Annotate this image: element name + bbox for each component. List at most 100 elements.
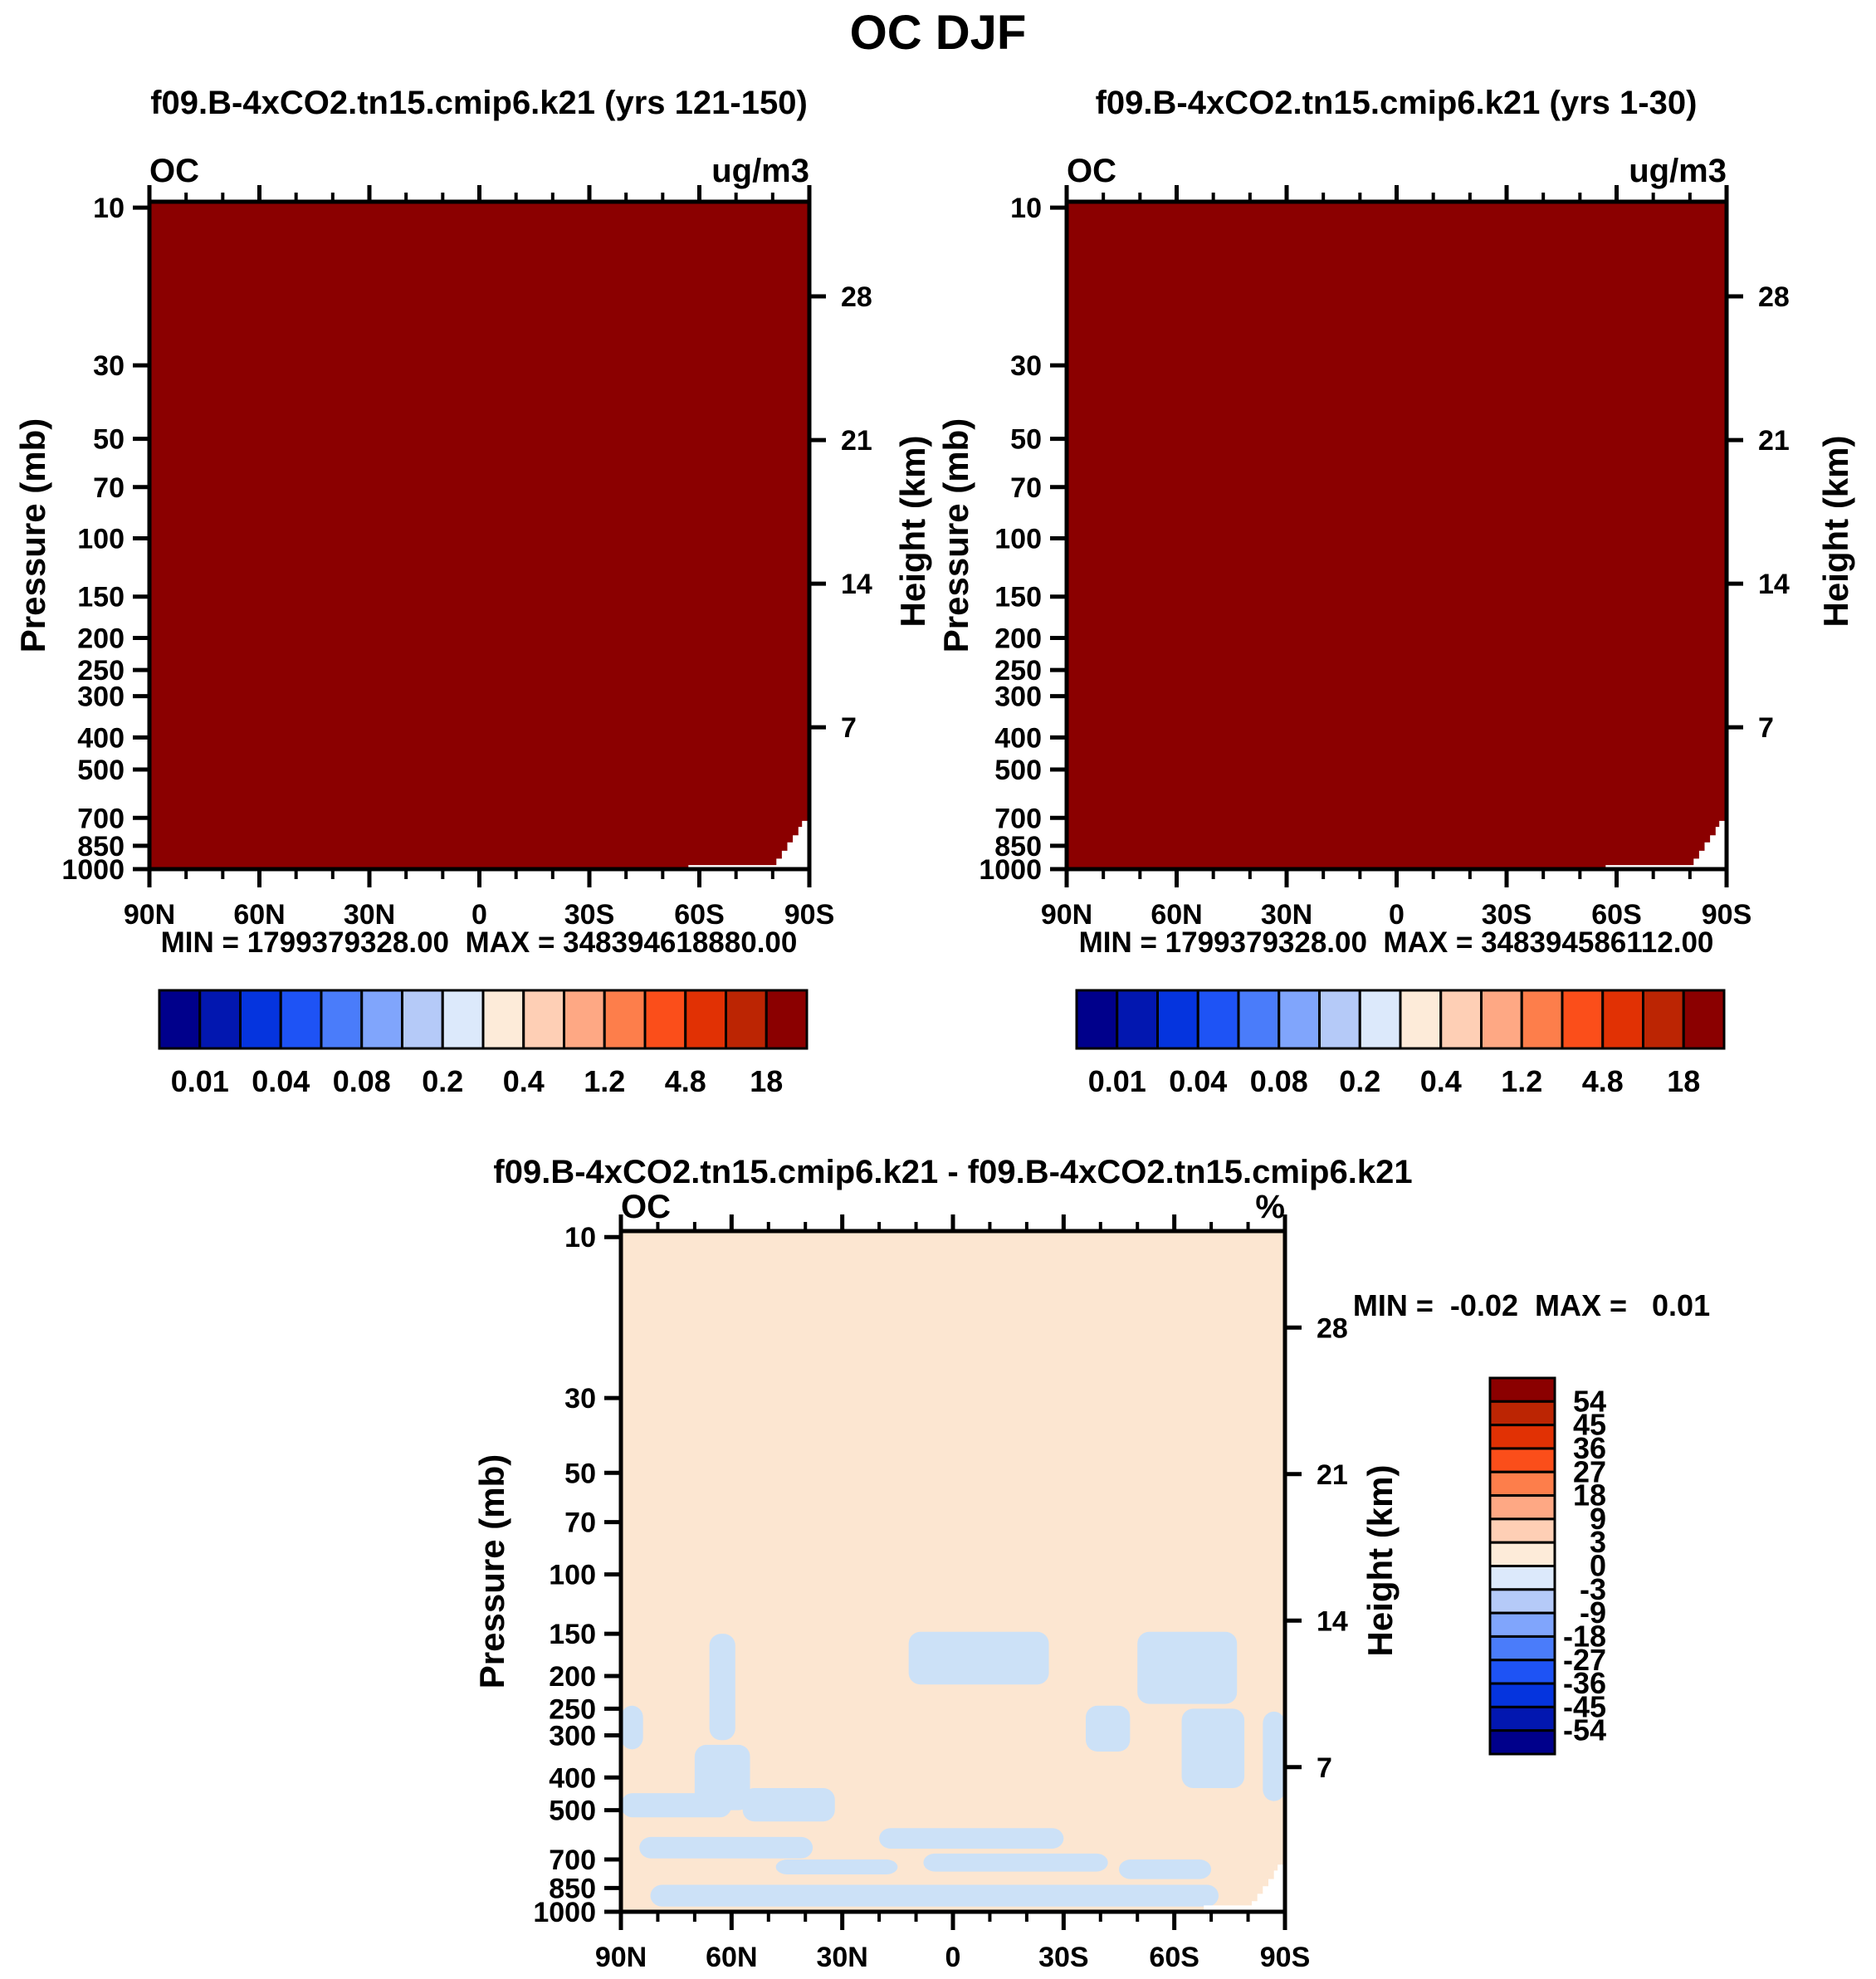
colorbar-cell [1488, 1729, 1556, 1756]
negative-anomaly-patch [879, 1828, 1064, 1849]
colorbar-cell [603, 989, 647, 1050]
pressure-tick-label: 700 [994, 803, 1042, 834]
colorbar-cell [522, 989, 565, 1050]
panel1-field-label: OC [149, 153, 199, 189]
colorbar-tick-label: 0.04 [252, 1064, 310, 1098]
colorbar-tick-label: 0.4 [503, 1064, 545, 1098]
height-tick-label: 14 [1317, 1605, 1348, 1637]
colorbar-cell [684, 989, 727, 1050]
colorbar-cell [725, 989, 768, 1050]
height-tick-label: 7 [1758, 712, 1774, 744]
negative-anomaly-patch [639, 1836, 813, 1859]
pressure-tick-label: 150 [994, 582, 1042, 613]
terrain-mask [688, 815, 809, 869]
colorbar-cell [1488, 1541, 1556, 1567]
colorbar-tick-label: 0.2 [1339, 1064, 1380, 1098]
pressure-tick-label: 30 [564, 1383, 596, 1415]
colorbar-tick-label: 1.2 [584, 1064, 625, 1098]
negative-anomaly-patch [621, 1793, 732, 1818]
pressure-tick-label: 250 [77, 655, 125, 687]
height-tick-label: 14 [841, 569, 872, 600]
colorbar-cell [1520, 989, 1564, 1050]
pressure-tick-label: 70 [564, 1507, 596, 1539]
colorbar-cell [1488, 1611, 1556, 1638]
lat-tick-label: 30N [344, 899, 395, 931]
pressure-tick-label: 500 [77, 755, 125, 786]
colorbar-tick-label: 9 [1590, 1502, 1606, 1536]
lat-tick-label: 60S [1591, 899, 1642, 931]
height-tick-label: 7 [1317, 1752, 1332, 1784]
colorbar-cell [1488, 1659, 1556, 1685]
colorbar-tick-label: 4.8 [1582, 1064, 1624, 1098]
plot-border [1064, 199, 1729, 872]
lat-tick-label: 0 [945, 1942, 961, 1973]
panel1-plot [149, 202, 809, 869]
panel2-axes: 90N 60N 30N 0 30S 60S 90S 10 30 50 70 100 150 2002503… [979, 185, 1790, 931]
lat-tick-label: 90S [784, 899, 835, 931]
height-tick-label: 28 [1317, 1312, 1348, 1344]
colorbar-tick-label: 36 [1573, 1431, 1606, 1465]
colorbar-cell [1488, 1588, 1556, 1615]
colorbar-cell [158, 989, 202, 1050]
colorbar-cell [320, 989, 364, 1050]
colorbar-cell [1237, 989, 1281, 1050]
lat-tick-label: 30S [1482, 899, 1532, 931]
pressure-tick-label: 100 [549, 1560, 596, 1591]
panel3-units-label: % [1255, 1189, 1285, 1225]
height-tick-label: 21 [841, 425, 872, 457]
pressure-tick-label: 30 [1010, 350, 1042, 382]
height-tick-label: 28 [841, 281, 872, 313]
colorbar-cell [1682, 989, 1726, 1050]
panel3-min-max-stats: MIN = -0.02 MAX = 0.01 [1352, 1288, 1711, 1322]
pressure-tick-label: 400 [549, 1762, 596, 1794]
colorbar-cell [1488, 1494, 1556, 1521]
negative-anomaly-patch [650, 1884, 1219, 1907]
terrain-mask [1605, 815, 1727, 869]
colorbar-tick-label: 54 [1573, 1384, 1606, 1418]
pressure-tick-label: 400 [77, 722, 125, 754]
panel3-plot [621, 1231, 1285, 1912]
panel3-field-label: OC [621, 1189, 671, 1225]
colorbar-tick-label: 0.08 [1250, 1064, 1308, 1098]
panel2-title: f09.B-4xCO2.tn15.cmip6.k21 (yrs 1-30) [1095, 85, 1698, 121]
colorbar-cell [441, 989, 485, 1050]
pressure-tick-label: 50 [564, 1458, 596, 1489]
colorbar-horizontal: 0.01 0.04 0.08 0.2 0.4 1.2 4.8 18 [158, 989, 809, 1098]
negative-anomaly-patch [923, 1853, 1108, 1872]
colorbar-cell [279, 989, 323, 1050]
pressure-tick-label: 70 [1010, 472, 1042, 504]
negative-anomaly-patch [709, 1634, 735, 1741]
pressure-tick-label: 850 [994, 831, 1042, 862]
pressure-tick-label: 250 [994, 655, 1042, 687]
plot-border [147, 199, 812, 872]
lat-tick-label: 60S [674, 899, 725, 931]
colorbar-cell [1642, 989, 1685, 1050]
colorbar-cell [1561, 989, 1605, 1050]
panel2-field-label: OC [1067, 153, 1116, 189]
height-tick-label: 21 [1758, 425, 1790, 457]
pressure-tick-label: 200 [994, 623, 1042, 654]
colorbar-cell [1488, 1635, 1556, 1662]
colorbar-cell [1278, 989, 1321, 1050]
pressure-tick-label: 10 [1010, 193, 1042, 224]
lat-tick-label: 90S [1260, 1942, 1311, 1973]
colorbar-cell [1399, 989, 1443, 1050]
terrain-mask [1204, 1859, 1285, 1912]
negative-anomaly-patch [1181, 1708, 1245, 1789]
pressure-tick-label: 1000 [533, 1897, 596, 1928]
panel2-plot [1067, 202, 1727, 869]
pressure-tick-label: 850 [77, 831, 125, 862]
contour-fill-max [1067, 202, 1727, 869]
panel1-title: f09.B-4xCO2.tn15.cmip6.k21 (yrs 121-150) [150, 85, 808, 121]
pressure-tick-label: 1000 [979, 854, 1042, 886]
pressure-tick-label: 500 [994, 755, 1042, 786]
negative-anomaly-patch [1086, 1705, 1131, 1752]
lat-tick-label: 90S [1702, 899, 1752, 931]
lat-tick-label: 0 [471, 899, 487, 931]
lat-tick-label: 30N [816, 1942, 867, 1973]
colorbar-cell [1439, 989, 1483, 1050]
colorbar-tick-label: 18 [1667, 1064, 1700, 1098]
lat-tick-label: 0 [1389, 899, 1405, 931]
pressure-tick-label: 1000 [61, 854, 125, 886]
